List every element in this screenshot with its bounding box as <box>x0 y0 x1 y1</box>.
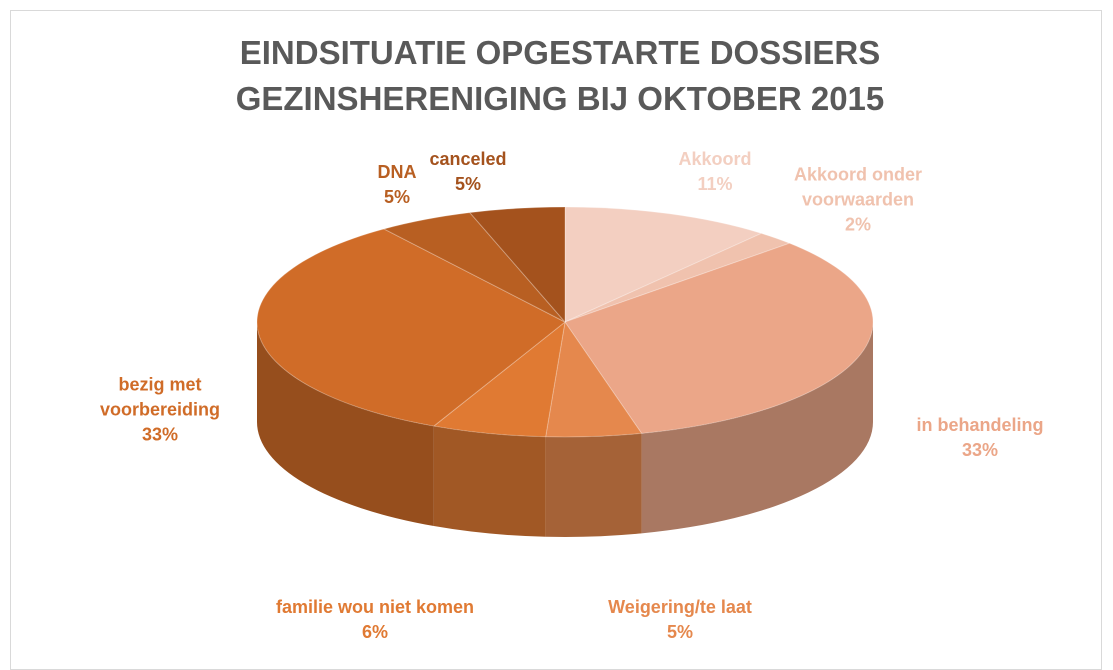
slice-value-label: 33% <box>961 440 999 460</box>
slice-label: bezig met voorbereiding 33% <box>70 373 250 448</box>
slice <box>382 212 566 323</box>
slice <box>256 228 566 527</box>
slice-value-label: 2% <box>844 214 871 235</box>
slice-top <box>564 232 791 323</box>
slice-value-label: 6% <box>361 622 388 642</box>
slice-side <box>641 322 874 534</box>
slice-top <box>545 320 643 438</box>
slice-top <box>432 320 566 438</box>
slice-value-label: 5% <box>666 622 693 642</box>
slice <box>564 232 791 323</box>
slice-value-label: 33% <box>141 424 179 445</box>
slice-label: DNA 5% <box>367 160 427 210</box>
slice-side <box>257 322 434 527</box>
slice <box>468 206 566 324</box>
slice-category-label: canceled <box>429 149 507 169</box>
slice-category-label: familie wou niet komen <box>275 597 475 617</box>
slice-label: canceled 5% <box>423 147 513 197</box>
slice-value-label: 11% <box>697 174 733 194</box>
slice-category-label: Weigering/te laat <box>608 597 752 617</box>
slice-value-label: 5% <box>383 187 410 207</box>
slice-category-label: Akkoord onder voorwaarden <box>793 164 922 210</box>
page: EINDSITUATIE OPGESTARTE DOSSIERS GEZINSH… <box>10 10 1102 670</box>
slice-category-label: bezig met voorbereiding <box>99 374 220 420</box>
slice <box>564 242 874 534</box>
slice-top <box>564 206 763 323</box>
slice-category-label: DNA <box>377 162 417 182</box>
slice-side <box>545 433 642 537</box>
slice <box>432 320 566 537</box>
chart <box>256 206 874 537</box>
slice-label: in behandeling 33% <box>890 413 1070 463</box>
slice-top <box>564 242 874 434</box>
slice-top <box>468 206 566 324</box>
slice-value-label: 5% <box>454 174 481 194</box>
slice-category-label: in behandeling <box>916 415 1044 435</box>
slice-label: Akkoord onder voorwaarden 2% <box>768 163 948 238</box>
slice-label: Akkoord 11% <box>660 147 770 197</box>
slice-label: Weigering/te laat 5% <box>580 595 780 645</box>
slice <box>545 320 643 537</box>
slice-side <box>433 426 546 537</box>
slice-top <box>382 212 566 323</box>
slice <box>564 206 763 323</box>
slice-category-label: Akkoord <box>678 149 752 169</box>
slice-top <box>256 228 566 427</box>
chart-title: EINDSITUATIE OPGESTARTE DOSSIERS GEZINSH… <box>235 34 885 117</box>
slice-label: familie wou niet komen 6% <box>275 595 475 645</box>
